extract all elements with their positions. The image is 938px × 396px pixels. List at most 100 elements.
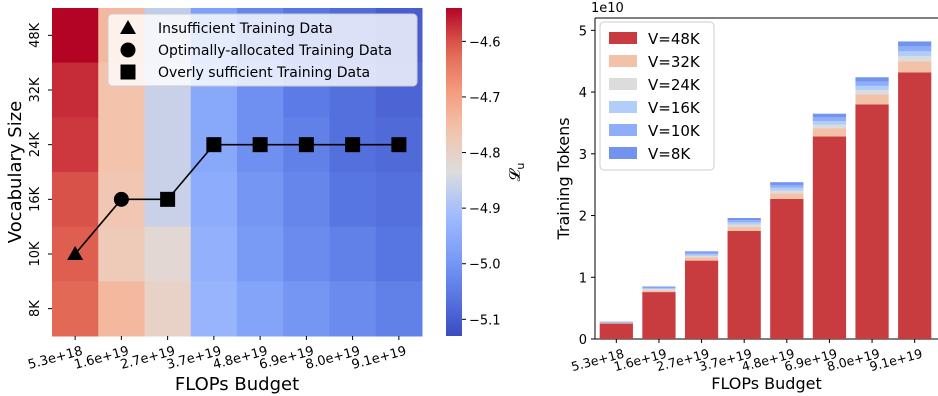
heatmap-cell	[144, 281, 192, 337]
bar-segment	[898, 51, 932, 57]
legend-swatch	[609, 55, 637, 67]
bar-segment	[684, 254, 719, 256]
bar-segment	[599, 323, 633, 339]
y-tick-label: 4	[579, 86, 587, 101]
bar-segment	[855, 81, 889, 86]
legend-label: Optimally-allocated Training Data	[158, 43, 392, 59]
legend-swatch	[609, 147, 637, 159]
y-axis-title: Training Tokens	[554, 117, 573, 240]
y-tick-label: 8K	[28, 300, 43, 317]
optimal-path-line	[74, 143, 399, 255]
bar-segment	[642, 288, 676, 290]
y-tick-label: 3	[579, 148, 587, 163]
bar-segment	[727, 218, 761, 221]
legend-label: V=24K	[648, 76, 701, 94]
bar-segment	[770, 198, 804, 339]
heatmap-cell	[190, 281, 238, 337]
bar-segment	[855, 77, 889, 82]
heatmap-cell	[98, 117, 145, 173]
bar-segment	[684, 257, 719, 261]
heatmap-cell	[237, 281, 284, 337]
heatmap-cell	[52, 62, 99, 118]
heatmap-cell	[329, 172, 377, 228]
colorbar-tick-label: −4.7	[469, 91, 501, 106]
legend-marker-circle	[120, 42, 136, 58]
colorbar-panel: −4.6 −4.7 −4.8 −4.9 −5.0 −5.1 𝓛u	[446, 8, 527, 336]
y-tick-label: 0	[579, 333, 587, 348]
legend-label: V=10K	[648, 122, 701, 140]
colorbar-tick-label: −5.1	[469, 313, 501, 328]
bar-segment	[898, 56, 932, 62]
x-axis-title: FLOPs Budget	[175, 374, 299, 395]
legend-box	[107, 13, 418, 87]
heatmap-cell	[190, 226, 238, 282]
y-tick-label: 48K	[28, 22, 43, 48]
data-point-square	[252, 137, 268, 153]
heatmap-cell	[375, 281, 423, 337]
legend-label: Overly sufficient Training Data	[158, 65, 370, 81]
legend-marker-triangle	[120, 20, 136, 34]
legend-label: V=32K	[648, 53, 701, 71]
bar-legend: V=48K V=32K V=24K V=16K V=10K V=8K	[599, 21, 715, 171]
colorbar-tick-label: −4.9	[469, 202, 501, 217]
bar-segment	[599, 322, 633, 323]
heatmap-cell	[144, 226, 192, 282]
bar-segment	[770, 193, 804, 199]
bar-segment	[642, 292, 676, 339]
y-tick-label: 5	[579, 24, 587, 39]
bar-segment	[770, 184, 804, 188]
bar-segment	[727, 224, 761, 227]
data-point-square	[160, 191, 176, 207]
bar-segment	[812, 124, 847, 129]
heatmap-cell	[190, 172, 238, 228]
heatmap-cell	[329, 226, 377, 282]
colorbar-tick-label: −5.0	[469, 258, 501, 273]
bar-segment	[684, 255, 719, 258]
bar-segment	[599, 322, 633, 323]
heatmap-cell	[52, 281, 99, 337]
bar-segment	[898, 72, 932, 340]
bar-segment	[727, 220, 761, 223]
data-point-square	[298, 137, 314, 153]
bar-segment	[855, 94, 889, 105]
data-point-triangle	[67, 246, 84, 260]
data-point-square	[391, 137, 407, 153]
heatmap-cell	[144, 117, 192, 173]
colorbar-label-subscript: u	[514, 163, 527, 170]
legend-swatch	[609, 101, 637, 113]
legend-swatch	[609, 124, 637, 136]
colorbar	[446, 8, 462, 336]
data-point-circle	[113, 191, 129, 207]
bar-segment	[599, 321, 633, 323]
bar-segment	[898, 61, 932, 73]
legend-label: V=16K	[648, 99, 701, 117]
bar-segment	[727, 230, 761, 339]
bar-segment	[898, 41, 932, 47]
bar-segment	[684, 251, 719, 253]
heatmap-cell	[52, 117, 99, 173]
legend-label: V=8K	[648, 145, 691, 163]
heatmap-cell	[52, 8, 99, 64]
bar-segment	[812, 128, 847, 137]
legend-label: V=48K	[648, 30, 701, 48]
bar-segment	[684, 260, 719, 339]
bar-segment	[642, 289, 676, 291]
colorbar-tick-label: −4.8	[469, 147, 501, 162]
heatmap-cell	[375, 172, 423, 228]
heatmap-cell	[237, 172, 284, 228]
bar-segment	[642, 286, 676, 288]
bar-segment	[855, 104, 889, 339]
heatmap-cell	[98, 226, 145, 282]
heatmap-cell	[98, 281, 145, 337]
heatmap-cell	[283, 226, 330, 282]
y-axis-title: Vocabulary Size	[5, 101, 26, 243]
legend-swatch	[609, 32, 637, 44]
heatmap-legend: Insufficient Training Data Optimally-allo…	[107, 13, 418, 87]
y-tick-label: 24K	[28, 132, 43, 158]
data-point-square	[206, 137, 222, 153]
legend-label: Insufficient Training Data	[158, 21, 333, 37]
heatmap-cell	[52, 172, 99, 228]
bar-segment	[812, 136, 847, 339]
bar-segment	[642, 287, 676, 289]
heatmap-cell	[283, 281, 330, 337]
